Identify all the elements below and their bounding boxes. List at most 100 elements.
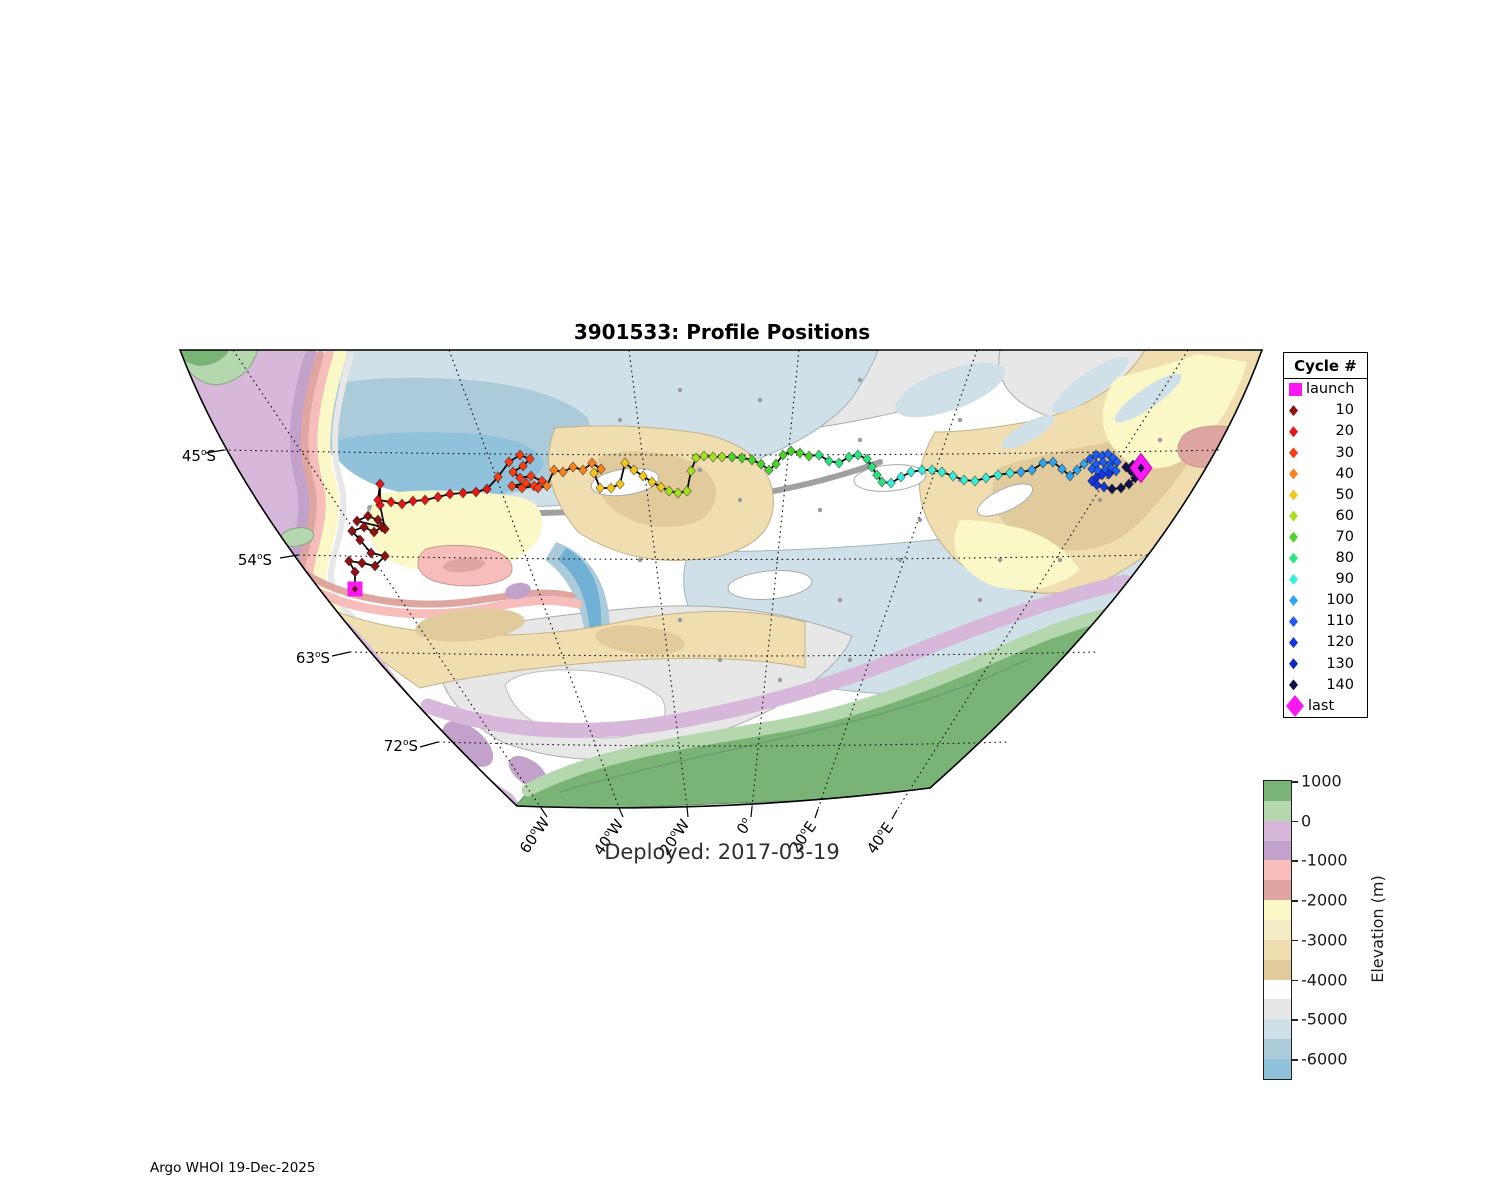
legend-label: 140	[1326, 676, 1354, 693]
colorbar-band-14	[1264, 1059, 1291, 1079]
profile-dot	[1099, 481, 1109, 493]
profile-dot	[344, 555, 354, 567]
legend-marker-60	[1289, 510, 1298, 522]
lon-label-0: 0o	[733, 815, 757, 838]
profile-dot	[373, 494, 383, 506]
profile-dot	[814, 449, 824, 461]
legend-marker-10	[1289, 405, 1298, 417]
legend-marker-100	[1289, 594, 1298, 606]
profile-dot	[589, 467, 599, 479]
profile-dot	[595, 482, 605, 494]
legend-row-30: 30	[1284, 442, 1367, 463]
profile-dot	[433, 491, 443, 503]
legend-label: 120	[1326, 634, 1354, 651]
colorbar-tick	[1292, 820, 1298, 823]
legend-marker-140	[1289, 679, 1298, 691]
profile-dot	[647, 476, 657, 488]
colorbar-tick	[1292, 900, 1298, 902]
profile-dot	[786, 445, 796, 457]
profile-dot	[727, 451, 737, 463]
graticule	[205, 349, 1223, 820]
profile-dot	[482, 483, 492, 495]
colorbar-tick-label: -2000	[1301, 890, 1348, 910]
profile-dot	[521, 477, 531, 489]
profile-dot	[804, 450, 814, 462]
legend-label: 70	[1335, 528, 1354, 545]
profile-dot	[549, 464, 559, 476]
legend-label: 50	[1335, 486, 1354, 503]
profile-dot	[533, 482, 543, 494]
colorbar-tick-label: 1000	[1301, 771, 1342, 791]
profile-dot	[853, 449, 863, 461]
profile-dot	[673, 487, 683, 499]
legend-marker-90	[1289, 573, 1298, 585]
colorbar-band-5	[1264, 880, 1291, 901]
profile-dot	[699, 450, 709, 462]
legend-row-40: 40	[1284, 463, 1367, 484]
legend-row-130: 130	[1284, 653, 1367, 674]
profile-dot	[886, 477, 896, 489]
profile-dot	[355, 534, 365, 546]
profile-dot	[1104, 468, 1114, 480]
colorbar-tick-label: -6000	[1301, 1049, 1348, 1069]
profile-dot	[764, 464, 774, 476]
profile-dot	[445, 488, 455, 500]
profile-dot	[686, 465, 696, 477]
profile-dot	[537, 475, 547, 487]
profile-dot	[824, 455, 834, 467]
profile-dot	[397, 498, 407, 510]
legend-marker-70	[1289, 531, 1298, 543]
colorbar-tick	[1292, 939, 1298, 942]
profile-dot	[778, 449, 788, 461]
profile-dot	[1048, 456, 1058, 468]
profile-dot	[1065, 470, 1075, 482]
profile-dot	[370, 560, 380, 572]
colorbar-tick-label: -5000	[1301, 1009, 1348, 1029]
profile-dot	[1112, 456, 1122, 468]
legend-title: Cycle #	[1284, 353, 1367, 379]
colorbar-tick	[1292, 1019, 1298, 1021]
profile-dot	[691, 452, 701, 464]
deployed-caption: Deployed: 2017-03-19	[604, 840, 840, 864]
profile-dot	[1116, 482, 1126, 494]
profile-dot	[937, 466, 947, 478]
profile-dot	[877, 476, 887, 488]
colorbar-band-11	[1264, 999, 1291, 1020]
profile-dot	[375, 478, 385, 490]
profile-dot	[587, 457, 597, 469]
legend-row-last: last	[1284, 694, 1367, 717]
colorbar-band-3	[1264, 840, 1291, 861]
legend-marker-20	[1289, 426, 1298, 438]
profile-dot	[1027, 464, 1037, 476]
legend-marker-110	[1289, 616, 1298, 628]
profile-dot	[906, 466, 916, 478]
profile-dot	[359, 521, 369, 533]
profile-dot	[542, 480, 552, 492]
colorbar-tick-label: -3000	[1301, 930, 1348, 950]
colorbar-label: Elevation (m)	[1368, 875, 1387, 983]
profile-dot	[917, 464, 927, 476]
profile-dot	[504, 456, 514, 468]
legend-label: 30	[1335, 444, 1354, 461]
lat-label-45s: 45oS	[182, 447, 216, 465]
lat-label-54s: 54oS	[238, 551, 272, 569]
profile-dot	[620, 457, 630, 469]
profile-dot	[948, 470, 958, 482]
colorbar-band-9	[1264, 959, 1291, 980]
profile-dot	[981, 472, 991, 484]
profile-dot	[1107, 483, 1117, 495]
profile-dot	[1038, 457, 1048, 469]
profile-dot	[525, 453, 535, 465]
profile-dot	[747, 454, 757, 466]
profile-dot	[363, 510, 373, 522]
legend-row-100: 100	[1284, 590, 1367, 611]
profile-dot	[357, 557, 367, 569]
colorbar-band-1	[1264, 800, 1291, 821]
legend-marker-launch	[1289, 383, 1302, 397]
profile-dot	[629, 464, 639, 476]
profile-dot	[927, 464, 937, 476]
legend-label: launch	[1306, 381, 1355, 398]
profile-dot	[756, 458, 766, 470]
colorbar-band-8	[1264, 939, 1291, 960]
legend-label: 110	[1326, 613, 1354, 630]
